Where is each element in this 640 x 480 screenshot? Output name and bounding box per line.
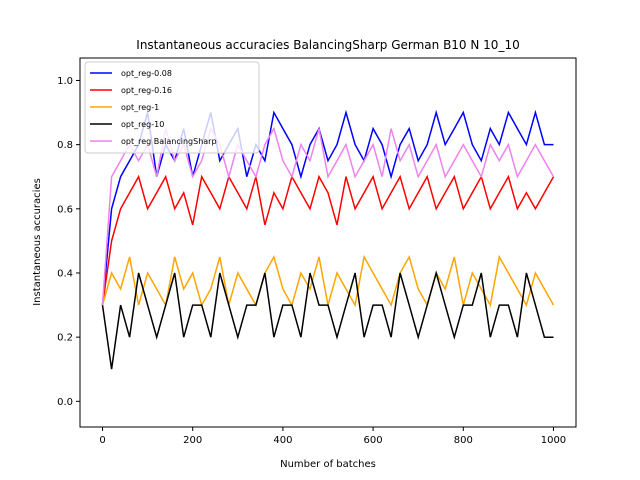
y-tick-label: 0.0 — [57, 397, 73, 408]
legend: opt_reg-0.08 opt_reg-0.16 opt_reg-1 opt_reg… — [84, 61, 260, 154]
x-tick-label: 0 — [99, 435, 105, 446]
legend-label-2: opt_reg-0.16 — [121, 86, 172, 95]
x-tick-label: 400 — [273, 435, 292, 446]
series-line-5 — [101, 126, 555, 306]
y-tick-label: 0.2 — [57, 333, 73, 344]
x-axis: 0 200 400 600 800 1000 — [99, 427, 566, 446]
y-axis: 0.0 0.2 0.4 0.6 0.8 1.0 — [57, 76, 80, 408]
chart-title: Instantaneous accuracies BalancingSharp … — [136, 38, 519, 52]
legend-label-5: opt_reg BalancingSharp — [121, 137, 217, 146]
legend-label-4: opt_reg-10 — [121, 120, 164, 129]
y-tick-label: 1.0 — [57, 76, 73, 87]
x-axis-label: Number of batches — [280, 459, 376, 470]
legend-box — [84, 61, 260, 154]
y-tick-label: 0.6 — [57, 204, 73, 215]
x-tick-label: 600 — [364, 435, 383, 446]
legend-label-1: opt_reg-0.08 — [121, 69, 172, 78]
series-line-4 — [101, 270, 554, 370]
x-tick-label: 800 — [454, 435, 473, 446]
y-tick-label: 0.8 — [57, 140, 73, 151]
x-tick-label: 200 — [183, 435, 202, 446]
y-axis-label: Instantaneous accuracies — [32, 178, 43, 306]
x-tick-label: 1000 — [541, 435, 566, 446]
legend-label-3: opt_reg-1 — [121, 103, 159, 112]
y-tick-label: 0.4 — [57, 268, 73, 279]
series-line-2 — [101, 174, 555, 306]
plot-frame — [79, 57, 577, 428]
